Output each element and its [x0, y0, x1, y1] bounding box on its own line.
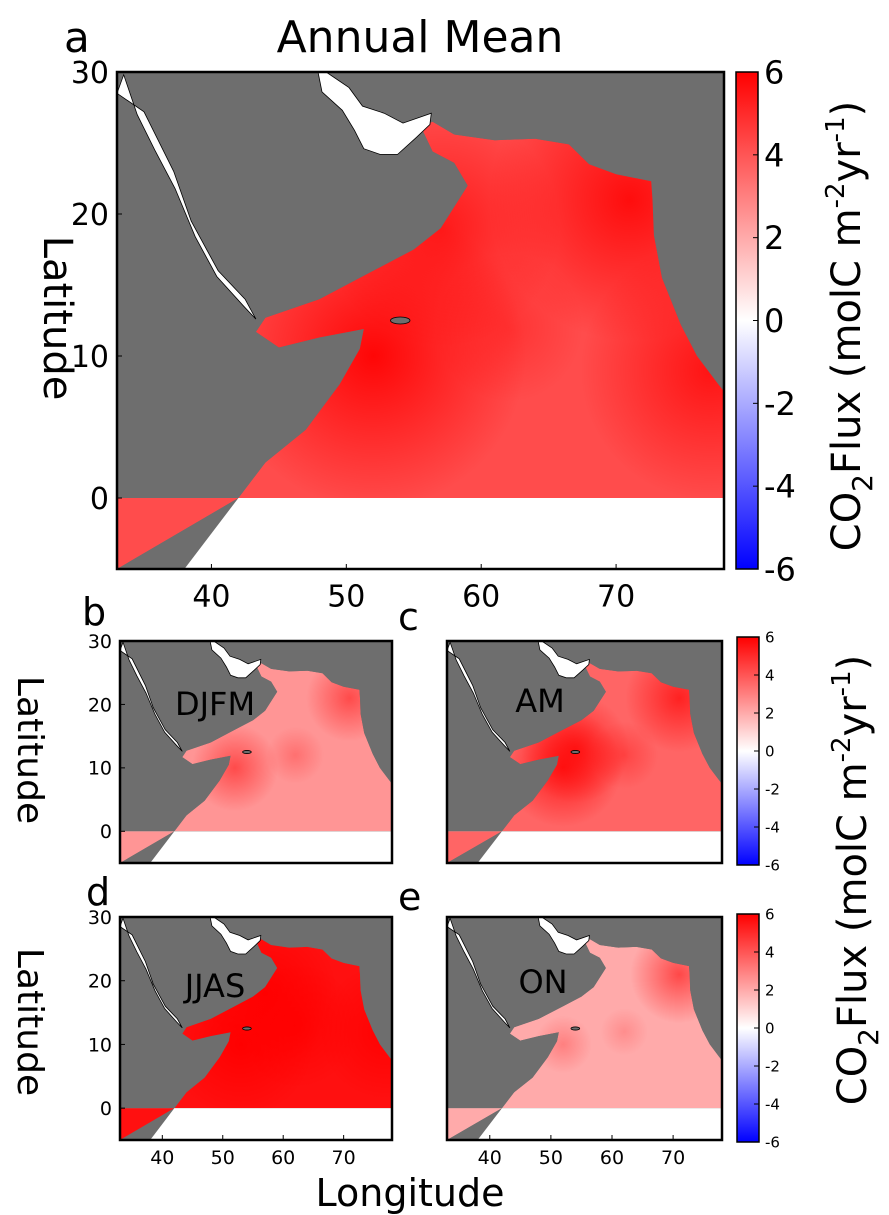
ytick-label-d-3: 0	[100, 1098, 112, 1120]
colorbar-tick-label-a-3: 0	[764, 302, 784, 340]
map-panel-annual-mean: 30 20 10 0 40 50 60 70	[71, 56, 726, 615]
panel-letter-a: a	[64, 13, 90, 62]
xtick-label-a-3: 70	[597, 580, 635, 615]
ytick-label-a-3: 0	[90, 482, 109, 517]
ylabel-d: Latitude	[9, 948, 50, 1096]
ytick-label-b-2: 10	[88, 758, 112, 780]
red-sea-e	[447, 917, 511, 1029]
xtick-label-e-3: 70	[661, 1147, 685, 1169]
colorbar-tick-label-e-1: 4	[765, 943, 775, 961]
red-sea-c	[447, 641, 511, 752]
map-panel-on: 40 50 60 70 ON	[445, 915, 724, 1169]
season-label-e: ON	[518, 963, 567, 1001]
xtick-label-a-1: 50	[327, 580, 365, 615]
axes-frame-c	[445, 639, 724, 865]
axes-frame-a	[115, 70, 726, 571]
persian-gulf-d	[209, 917, 262, 955]
persian-gulf-b	[209, 641, 262, 679]
ytick-label-a-0: 30	[71, 56, 109, 91]
season-label-b: DJFM	[175, 685, 255, 723]
xtick-label-e-1: 50	[539, 1147, 563, 1169]
panel-letter-b: b	[82, 590, 106, 634]
colorbar-main: 6 4 2 0 -2 -4 -6	[735, 54, 796, 589]
colorbar-tick-label-a-1: 4	[764, 136, 784, 174]
socotra-island-d	[242, 1026, 252, 1031]
colorbar-bottom-small: 6 4 2 0 -2 -4 -6	[736, 905, 780, 1151]
colorbar-tick-label-e-5: -4	[765, 1095, 780, 1113]
colorbar-top-small: 6 4 2 0 -2 -4 -6	[736, 628, 780, 874]
persian-gulf-c	[537, 641, 590, 679]
colorbar-tick-label-a-0: 6	[764, 54, 784, 92]
ytick-label-d-2: 10	[88, 1034, 112, 1056]
red-sea-b	[120, 641, 183, 752]
colorbar-tick-label-c-4: -2	[765, 780, 780, 798]
colorbar-label-main: CO2Flux (molC m-2yr-1)	[821, 101, 879, 551]
ytick-label-a-2: 10	[71, 340, 109, 375]
colorbar-tick-label-a-4: -2	[764, 385, 796, 423]
colorbar-label-lower: CO2Flux (molC m-2yr-1)	[827, 655, 885, 1105]
panel-letter-e: e	[398, 875, 421, 919]
red-sea-d	[120, 917, 183, 1029]
colorbar-tick-label-e-4: -2	[765, 1057, 780, 1075]
flux-hotspot-b-0	[191, 724, 279, 812]
colorbar-tick-label-c-5: -4	[765, 818, 780, 836]
colorbar-tick-label-c-1: 4	[765, 666, 775, 684]
xtick-label-d-0: 40	[150, 1147, 174, 1169]
colorbar-tick-label-e-3: 0	[765, 1019, 775, 1037]
map-panel-djfm: 30 20 10 0 DJFM	[88, 631, 394, 865]
ytick-label-d-1: 20	[88, 971, 112, 993]
flux-hotspot-c-2	[590, 721, 659, 790]
colorbar-tick-label-e-6: -6	[765, 1133, 780, 1151]
socotra-island-b	[242, 750, 252, 754]
colorbar-tick-label-a-2: 2	[764, 219, 784, 257]
ytick-label-d-0: 30	[88, 907, 112, 929]
xtick-label-a-0: 40	[192, 580, 230, 615]
colorbar-tick-label-a-5: -4	[764, 468, 796, 506]
colorbar-tick-label-e-0: 6	[765, 905, 775, 923]
ytick-label-a-1: 20	[71, 198, 109, 233]
map-panel-am: AM	[445, 639, 724, 865]
map-panel-jjas: 30 20 10 0 40 50 60 70 JJAS	[88, 907, 394, 1169]
xlabel-shared: Longitude	[316, 1171, 505, 1215]
axes-frame-d	[118, 915, 394, 1142]
ytick-label-b-3: 0	[100, 821, 112, 843]
panel-title: Annual Mean	[277, 12, 564, 63]
colorbar-tick-label-c-0: 6	[765, 628, 775, 646]
xtick-label-e-2: 60	[600, 1147, 624, 1169]
season-label-d: JJAS	[183, 967, 246, 1005]
colorbar-tick-label-a-6: -6	[764, 551, 796, 589]
axes-frame-b	[118, 639, 394, 865]
flux-hotspot-b-1	[266, 726, 324, 784]
xtick-label-d-1: 50	[211, 1147, 235, 1169]
socotra-island-e	[570, 1026, 581, 1031]
xtick-label-a-2: 60	[462, 580, 500, 615]
xtick-label-d-2: 60	[271, 1147, 295, 1169]
red-sea-a	[117, 73, 257, 320]
season-label-c: AM	[515, 682, 565, 720]
colorbar-tick-label-e-2: 2	[765, 981, 775, 999]
flux-hotspot-e-1	[600, 1007, 649, 1056]
ytick-label-b-1: 20	[88, 694, 112, 716]
ytick-label-b-0: 30	[88, 631, 112, 653]
panel-letter-d: d	[86, 870, 110, 914]
ylabel-b: Latitude	[9, 676, 50, 824]
ylabel-a: Latitude	[34, 236, 80, 401]
xtick-label-d-3: 70	[332, 1147, 356, 1169]
colorbar-tick-label-c-6: -6	[765, 856, 780, 874]
socotra-island-a	[390, 316, 411, 325]
panel-letter-c: c	[398, 595, 419, 639]
persian-gulf-e	[537, 917, 590, 955]
persian-gulf-a	[317, 72, 432, 155]
colorbar-tick-label-c-2: 2	[765, 704, 775, 722]
colorbar-tick-label-c-3: 0	[765, 742, 775, 760]
axes-frame-e	[445, 915, 724, 1142]
xtick-label-e-0: 40	[478, 1147, 502, 1169]
socotra-island-c	[570, 750, 581, 754]
